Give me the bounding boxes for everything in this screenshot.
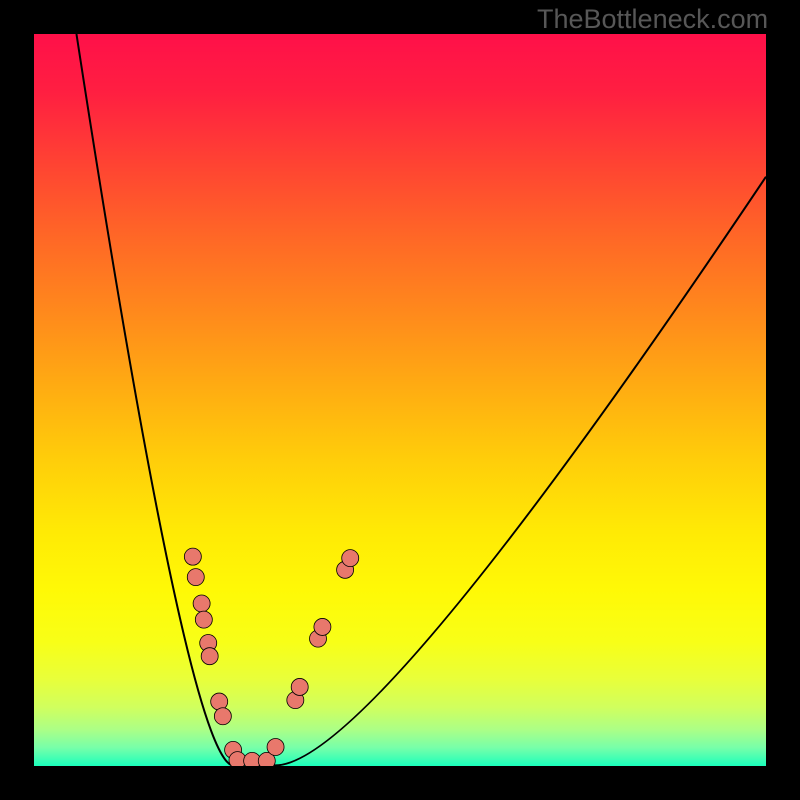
marker-point [314,618,331,635]
marker-point [187,569,204,586]
chart-container: TheBottleneck.com [0,0,800,800]
marker-point [195,611,212,628]
marker-point [291,678,308,695]
marker-point [184,548,201,565]
marker-point [193,595,210,612]
watermark-text: TheBottleneck.com [537,4,768,35]
marker-point [342,550,359,567]
plot-area [34,34,766,766]
marker-point [201,648,218,665]
marker-point [211,693,228,710]
gradient-background [34,34,766,766]
marker-point [214,708,231,725]
marker-point [229,752,246,766]
plot-svg [34,34,766,766]
marker-point [267,738,284,755]
